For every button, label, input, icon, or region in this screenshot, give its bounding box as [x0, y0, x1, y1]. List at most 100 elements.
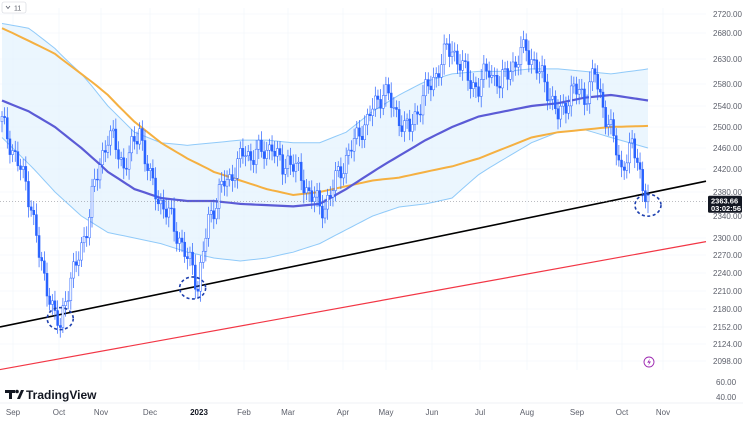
candle[interactable]: [538, 61, 541, 84]
candle[interactable]: [614, 128, 618, 166]
candle[interactable]: [638, 152, 642, 179]
candle[interactable]: [381, 84, 385, 116]
candle[interactable]: [96, 168, 99, 191]
candle[interactable]: [419, 104, 422, 123]
candle[interactable]: [127, 145, 131, 180]
candle[interactable]: [323, 198, 327, 224]
trendline-lower-channel[interactable]: [0, 241, 707, 371]
candle[interactable]: [400, 115, 404, 138]
candle[interactable]: [8, 130, 12, 164]
candle[interactable]: [162, 189, 165, 219]
candle[interactable]: [51, 294, 54, 315]
candle[interactable]: [458, 54, 462, 77]
band-lower-line[interactable]: [1, 129, 649, 262]
candle[interactable]: [278, 141, 282, 161]
candle[interactable]: [239, 141, 242, 168]
candle[interactable]: [583, 82, 586, 116]
candle[interactable]: [389, 82, 393, 118]
highlight-circle[interactable]: [178, 276, 207, 300]
candle[interactable]: [374, 86, 377, 117]
candle[interactable]: [199, 255, 202, 302]
candle[interactable]: [114, 118, 118, 159]
candle[interactable]: [543, 59, 546, 93]
candle[interactable]: [424, 72, 427, 106]
candle[interactable]: [612, 112, 615, 143]
candle[interactable]: [151, 159, 155, 186]
candle[interactable]: [326, 188, 329, 220]
candle[interactable]: [313, 186, 316, 213]
candle[interactable]: [64, 291, 67, 317]
candle[interactable]: [556, 99, 560, 130]
candle[interactable]: [334, 161, 337, 202]
candle[interactable]: [403, 111, 406, 142]
candle[interactable]: [291, 154, 295, 178]
lightning-icon[interactable]: [643, 356, 655, 368]
candle[interactable]: [527, 40, 531, 73]
candle[interactable]: [487, 61, 491, 88]
candle[interactable]: [567, 95, 570, 120]
candle[interactable]: [273, 141, 276, 164]
candle[interactable]: [154, 167, 157, 211]
candle[interactable]: [498, 76, 501, 99]
candle[interactable]: [262, 141, 266, 169]
candle[interactable]: [551, 86, 554, 111]
candle[interactable]: [268, 138, 271, 160]
candle[interactable]: [231, 164, 234, 192]
candle[interactable]: [233, 167, 237, 188]
candle[interactable]: [448, 34, 451, 68]
candle[interactable]: [416, 105, 419, 125]
candle[interactable]: [530, 48, 533, 74]
candle[interactable]: [104, 140, 107, 163]
candle[interactable]: [156, 190, 160, 212]
candle[interactable]: [427, 72, 430, 94]
candle[interactable]: [101, 142, 104, 174]
candle[interactable]: [445, 38, 449, 50]
candle[interactable]: [299, 153, 303, 191]
candle[interactable]: [469, 70, 472, 99]
candle[interactable]: [532, 51, 536, 70]
candle[interactable]: [344, 147, 348, 184]
candle[interactable]: [297, 156, 300, 171]
candle[interactable]: [141, 120, 144, 151]
candle[interactable]: [366, 108, 369, 136]
candle[interactable]: [6, 107, 9, 149]
candle[interactable]: [564, 96, 568, 124]
candle[interactable]: [617, 144, 621, 167]
candle[interactable]: [117, 141, 120, 169]
highlight-circle[interactable]: [634, 193, 662, 217]
candle[interactable]: [575, 76, 578, 105]
candle[interactable]: [472, 73, 475, 98]
candle[interactable]: [347, 143, 351, 165]
candle[interactable]: [13, 140, 17, 162]
candle[interactable]: [392, 96, 396, 117]
candle[interactable]: [585, 94, 589, 111]
candle[interactable]: [257, 134, 261, 160]
candle[interactable]: [540, 55, 544, 79]
candle[interactable]: [241, 138, 245, 164]
candle[interactable]: [270, 135, 274, 161]
candle[interactable]: [106, 135, 110, 159]
candle[interactable]: [368, 105, 372, 122]
candle[interactable]: [138, 122, 141, 150]
candle[interactable]: [80, 237, 83, 267]
candle[interactable]: [506, 60, 509, 91]
candle[interactable]: [358, 120, 361, 147]
candle[interactable]: [376, 89, 380, 109]
candle[interactable]: [215, 198, 218, 225]
candle[interactable]: [204, 228, 208, 262]
candle[interactable]: [562, 94, 565, 115]
candle[interactable]: [178, 232, 181, 253]
candle[interactable]: [302, 169, 306, 204]
candle[interactable]: [220, 172, 223, 193]
candle[interactable]: [191, 242, 194, 275]
candle[interactable]: [186, 247, 189, 270]
candle[interactable]: [493, 67, 496, 86]
candle[interactable]: [339, 157, 343, 189]
tradingview-logo[interactable]: TradingView: [5, 388, 97, 402]
candle[interactable]: [21, 159, 25, 179]
candle[interactable]: [310, 180, 314, 209]
candle[interactable]: [387, 77, 390, 101]
candle[interactable]: [217, 178, 221, 220]
candle[interactable]: [474, 76, 478, 98]
candle[interactable]: [321, 195, 324, 229]
